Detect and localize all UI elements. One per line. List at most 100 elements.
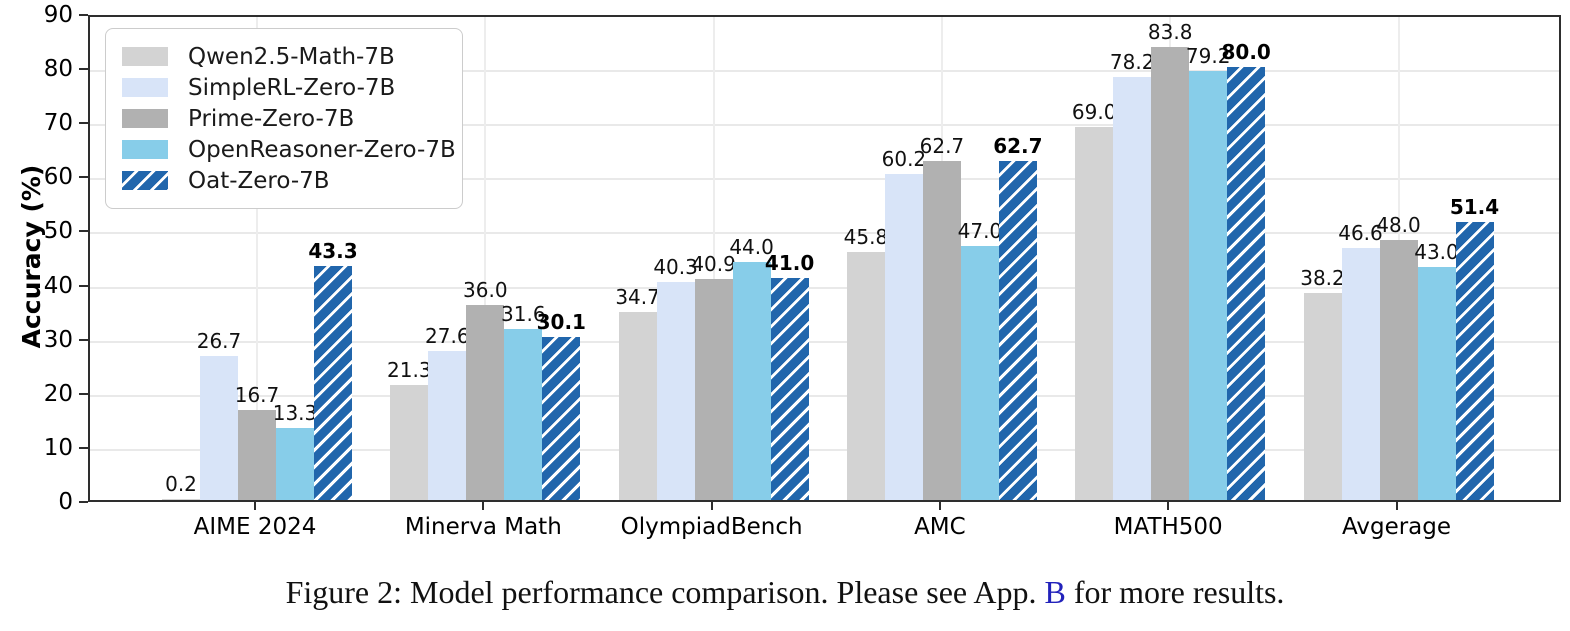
gridline-h-60 <box>90 178 1559 181</box>
x-tick-mark-avgerage <box>1395 502 1398 510</box>
gridline-h-80 <box>90 70 1559 73</box>
bar-value-label-simplerl-zero-7b-math500: 78.2 <box>1109 49 1155 74</box>
y-tick-mark-30 <box>79 338 88 341</box>
x-tick-mark-minerva-math <box>482 502 485 510</box>
gridline-h-50 <box>90 232 1559 235</box>
legend-item-qwen2-5-math-7b: Qwen2.5-Math-7B <box>122 41 446 72</box>
bar-qwen2-5-math-7b-minerva-math <box>390 384 429 500</box>
y-tick-label-20: 20 <box>43 380 73 407</box>
gridline-h-70 <box>90 124 1559 127</box>
bar-qwen2-5-math-7b-olympiadbench <box>618 312 657 500</box>
bar-simplerl-zero-7b-math500 <box>1113 76 1152 500</box>
bar-value-label-openreasoner-zero-7b-olympiadbench: 44.0 <box>729 234 774 259</box>
x-tick-mark-amc <box>938 502 941 510</box>
legend-swatch-prime-zero-7b <box>122 109 168 128</box>
bar-value-label-qwen2-5-math-7b-olympiadbench: 34.7 <box>615 285 660 310</box>
bar-value-label-openreasoner-zero-7b-avgerage: 43.0 <box>1414 240 1459 265</box>
bar-oat-zero-7b-aime-2024 <box>314 265 352 500</box>
figure-caption: Figure 2: Model performance comparison. … <box>0 574 1570 611</box>
x-tick-mark-math500 <box>1167 502 1170 510</box>
y-tick-label-90: 90 <box>43 2 73 28</box>
y-tick-mark-10 <box>79 446 88 449</box>
bar-value-label-openreasoner-zero-7b-aime-2024: 13.3 <box>272 401 318 426</box>
bar-simplerl-zero-7b-avgerage <box>1341 247 1380 500</box>
legend-label-prime-zero-7b: Prime-Zero-7B <box>188 105 355 132</box>
bar-value-label-qwen2-5-math-7b-amc: 45.8 <box>843 225 889 250</box>
gridline-v-minerva-math <box>484 17 487 500</box>
bar-value-label-qwen2-5-math-7b-avgerage: 38.2 <box>1300 266 1345 291</box>
bar-qwen2-5-math-7b-avgerage <box>1303 293 1342 500</box>
bar-value-label-qwen2-5-math-7b-math500: 69.0 <box>1071 99 1117 124</box>
legend: Qwen2.5-Math-7B SimpleRL-Zero-7B Prime-Zer… <box>105 28 463 209</box>
x-tick-mark-aime-2024 <box>254 502 256 510</box>
bar-prime-zero-7b-math500 <box>1151 46 1190 500</box>
bar-simplerl-zero-7b-amc <box>884 174 923 500</box>
bar-openreasoner-zero-7b-olympiadbench <box>732 261 771 500</box>
bar-value-label-oat-zero-7b-math500: 80.0 <box>1221 40 1271 65</box>
bar-prime-zero-7b-olympiadbench <box>694 278 733 500</box>
gridline-v-olympiadbench <box>712 17 715 500</box>
y-tick-mark-40 <box>79 284 88 287</box>
legend-swatch-openreasoner-zero-7b <box>122 140 168 159</box>
legend-item-openreasoner-zero-7b: OpenReasoner-Zero-7B <box>122 134 456 165</box>
x-tick-label-minerva-math: Minerva Math <box>404 514 562 540</box>
caption-text-prefix: Figure 2: Model performance comparison. … <box>285 574 1045 610</box>
bar-value-label-oat-zero-7b-amc: 62.7 <box>993 133 1043 158</box>
legend-swatch-simplerl-zero-7b <box>122 78 168 97</box>
y-tick-mark-60 <box>79 176 88 179</box>
y-tick-label-0: 0 <box>58 489 73 515</box>
appendix-link[interactable]: B <box>1044 574 1066 610</box>
legend-swatch-qwen2-5-math-7b <box>122 47 168 66</box>
bar-openreasoner-zero-7b-aime-2024 <box>276 428 314 500</box>
gridline-h-30 <box>90 340 1559 343</box>
bar-oat-zero-7b-minerva-math <box>542 337 581 500</box>
bar-value-label-simplerl-zero-7b-amc: 60.2 <box>881 147 927 172</box>
gridline-h-20 <box>90 394 1559 397</box>
bar-oat-zero-7b-math500 <box>1227 67 1266 500</box>
bar-value-label-qwen2-5-math-7b-aime-2024: 0.2 <box>165 471 197 496</box>
gridline-v-aime-2024 <box>256 17 258 500</box>
bar-value-label-oat-zero-7b-aime-2024: 43.3 <box>308 238 358 263</box>
bar-value-label-prime-zero-7b-avgerage: 48.0 <box>1376 213 1421 238</box>
bar-oat-zero-7b-amc <box>998 160 1037 500</box>
legend-item-prime-zero-7b: Prime-Zero-7B <box>122 103 446 134</box>
legend-label-qwen2-5-math-7b: Qwen2.5-Math-7B <box>188 43 395 70</box>
bar-prime-zero-7b-aime-2024 <box>238 409 276 500</box>
bar-prime-zero-7b-avgerage <box>1379 240 1418 500</box>
bar-simplerl-zero-7b-minerva-math <box>428 350 467 500</box>
legend-swatch-oat-zero-7b <box>122 171 168 190</box>
bar-simplerl-zero-7b-olympiadbench <box>656 281 695 500</box>
y-tick-label-70: 70 <box>43 110 73 137</box>
bar-value-label-simplerl-zero-7b-minerva-math: 27.6 <box>425 323 470 348</box>
legend-label-simplerl-zero-7b: SimpleRL-Zero-7B <box>188 74 396 101</box>
caption-text-suffix: for more results. <box>1065 574 1285 610</box>
bar-qwen2-5-math-7b-aime-2024 <box>162 498 200 500</box>
y-tick-mark-90 <box>79 14 88 16</box>
bar-value-label-prime-zero-7b-olympiadbench: 40.9 <box>691 251 736 276</box>
bar-value-label-openreasoner-zero-7b-amc: 47.0 <box>957 218 1003 243</box>
plot-area: 0.2 26.7 16.7 13.3 43.3 21.3 27.6 36.0 31.6 30.1 3… <box>88 15 1561 502</box>
bar-value-label-oat-zero-7b-avgerage: 51.4 <box>1449 194 1500 219</box>
legend-item-oat-zero-7b: Oat-Zero-7B <box>122 165 446 196</box>
y-tick-mark-0 <box>79 501 88 503</box>
bar-openreasoner-zero-7b-minerva-math <box>504 329 543 500</box>
bar-prime-zero-7b-minerva-math <box>466 305 505 500</box>
y-tick-label-60: 60 <box>43 164 73 191</box>
bar-value-label-prime-zero-7b-amc: 62.7 <box>919 133 965 158</box>
y-tick-label-80: 80 <box>43 56 73 83</box>
bar-value-label-prime-zero-7b-minerva-math: 36.0 <box>463 278 508 303</box>
x-tick-label-math500: MATH500 <box>1113 514 1223 540</box>
gridline-h-40 <box>90 286 1559 289</box>
bar-value-label-simplerl-zero-7b-aime-2024: 26.7 <box>196 328 242 353</box>
x-tick-label-olympiadbench: OlympiadBench <box>620 514 803 540</box>
y-tick-mark-70 <box>79 122 88 125</box>
bar-value-label-oat-zero-7b-minerva-math: 30.1 <box>536 310 586 335</box>
bar-value-label-prime-zero-7b-aime-2024: 16.7 <box>234 382 280 407</box>
bar-openreasoner-zero-7b-avgerage <box>1417 267 1456 500</box>
bar-value-label-simplerl-zero-7b-avgerage: 46.6 <box>1338 220 1383 245</box>
bar-oat-zero-7b-olympiadbench <box>770 278 809 500</box>
bar-openreasoner-zero-7b-math500 <box>1189 71 1228 500</box>
bar-simplerl-zero-7b-aime-2024 <box>200 355 238 500</box>
legend-item-simplerl-zero-7b: SimpleRL-Zero-7B <box>122 72 446 103</box>
